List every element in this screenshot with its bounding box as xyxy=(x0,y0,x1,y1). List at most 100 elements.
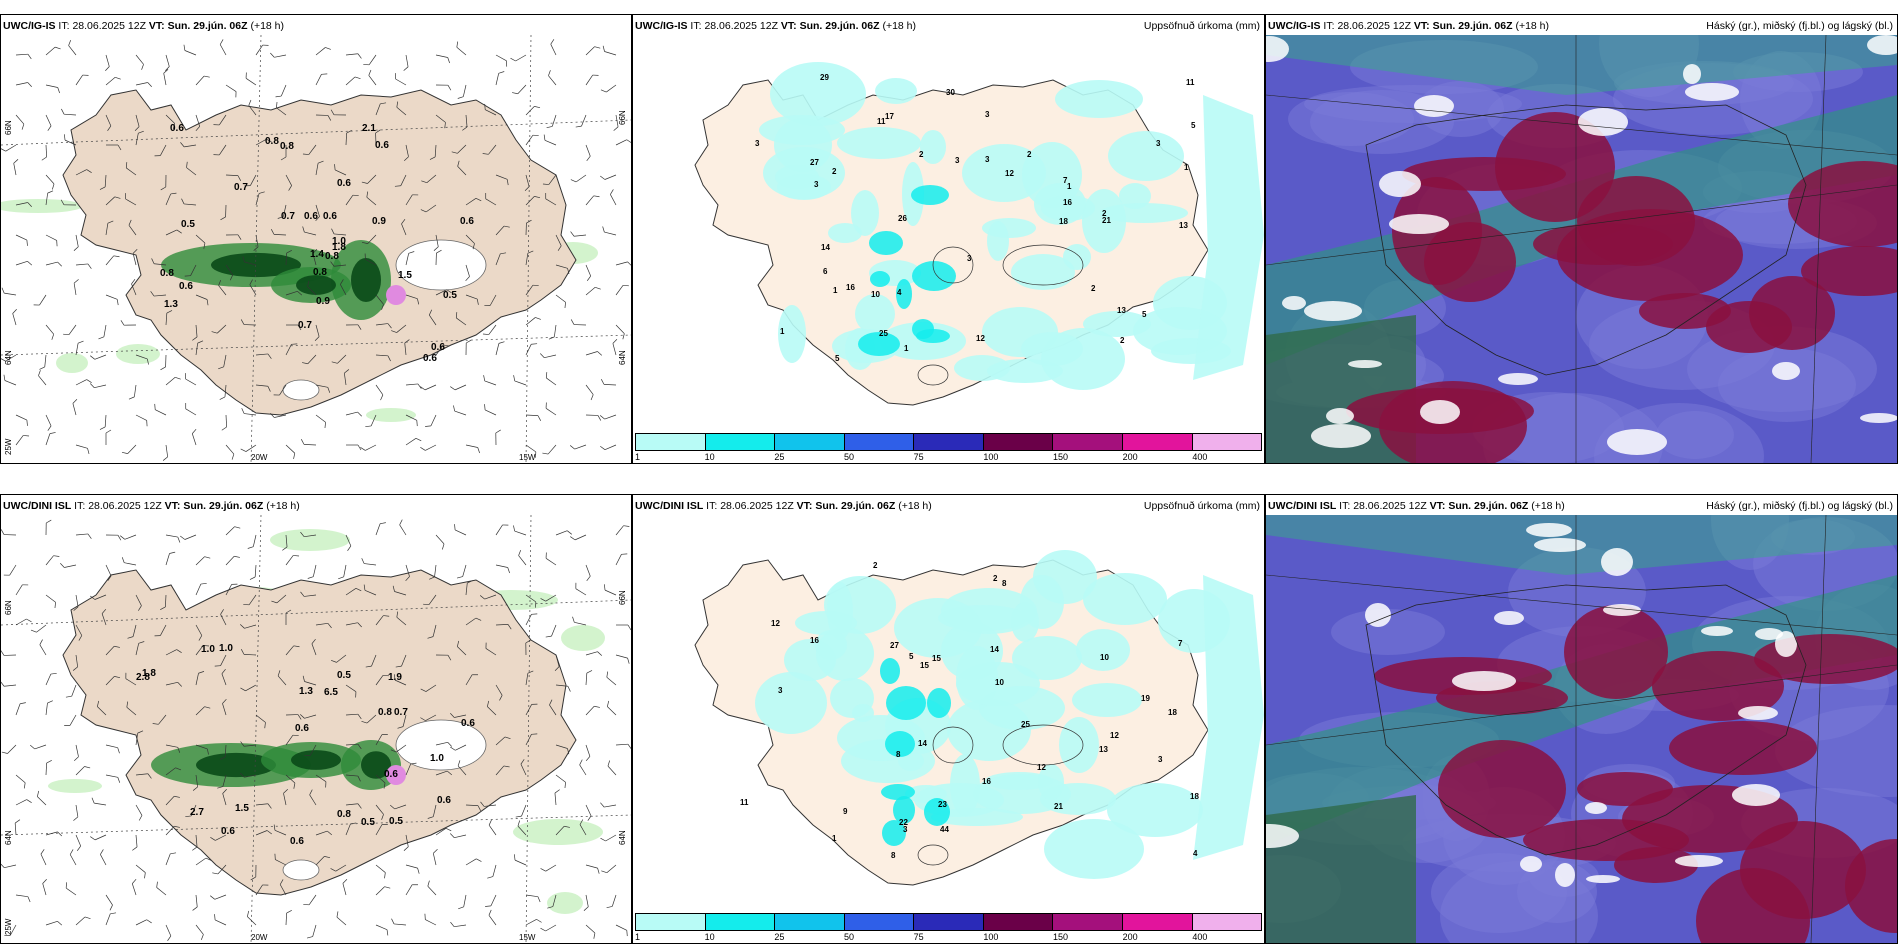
wind-value-label: 1.5 xyxy=(235,803,249,814)
init-time: 28.06.2025 12Z xyxy=(88,500,162,512)
vt-label: VT: xyxy=(780,20,797,32)
coord-label: 66N xyxy=(618,590,627,605)
colorbar-tick: 75 xyxy=(913,452,924,462)
precip-value-label: 2 xyxy=(1102,209,1107,218)
panel-header: UWC/DINI ISL IT: 28.06.2025 12Z VT: Sun.… xyxy=(1268,497,1895,515)
precip-value-label: 2 xyxy=(1091,284,1096,293)
wind-map: 1.0 0.5 0.5 0.6 0.6 0.8 0.6 0.5 0.6 0.6 1.0 1.5 0.7 2… xyxy=(1,515,631,943)
precip-value-label: 2 xyxy=(1120,336,1125,345)
panel-cloud-row2: UWC/DINI ISL IT: 28.06.2025 12Z VT: Sun.… xyxy=(1265,494,1898,944)
model-source: UWC/IG-IS xyxy=(635,20,688,32)
wind-value-label: 0.6 xyxy=(170,123,184,134)
precip-value-label: 3 xyxy=(955,156,960,165)
precip-value-label: 7 xyxy=(1178,639,1183,648)
colorbar-swatch xyxy=(983,434,1054,450)
colorbar-tick: 10 xyxy=(704,932,715,942)
precip-value-label: 12 xyxy=(1005,169,1014,178)
colorbar-tick: 200 xyxy=(1122,932,1138,942)
colorbar-tick: 150 xyxy=(1053,932,1069,942)
it-label: IT: xyxy=(74,500,86,512)
precip-value-label: 11 xyxy=(1186,78,1195,87)
colorbar-swatch xyxy=(1192,914,1262,930)
valid-time: Sun. 29.jún. 06Z xyxy=(1448,500,1529,512)
colorbar-tick: 100 xyxy=(983,932,999,942)
init-time: 28.06.2025 12Z xyxy=(72,20,146,32)
init-time: 28.06.2025 12Z xyxy=(704,20,778,32)
precip-value-label: 3 xyxy=(814,180,819,189)
colorbar-tick: 400 xyxy=(1192,452,1208,462)
colorbar-swatches xyxy=(635,913,1262,931)
it-label: IT: xyxy=(706,500,718,512)
precip-value-label: 2 xyxy=(1027,150,1032,159)
precip-title: Uppsöfnuð úrkoma (mm) xyxy=(1143,20,1260,32)
cloud-map xyxy=(1266,515,1897,943)
wind-value-label: 1.3 xyxy=(164,299,178,310)
precip-value-label: 5 xyxy=(1142,310,1147,319)
precip-value-label: 1 xyxy=(832,834,837,843)
precip-value-label: 13 xyxy=(1099,745,1108,754)
coord-label: 20W xyxy=(251,453,268,462)
precip-value-label: 26 xyxy=(898,214,907,223)
coord-label: 64N xyxy=(4,830,13,845)
precip-value-label: 25 xyxy=(879,329,888,338)
wind-value-label: 0.8 xyxy=(313,267,327,278)
precip-value-label: 21 xyxy=(1054,802,1063,811)
precip-value-label: 2 xyxy=(993,574,998,583)
wind-value-label: 1.4 xyxy=(310,249,324,260)
panel-wind-row1: UWC/IG-IS IT: 28.06.2025 12Z VT: Sun. 29… xyxy=(0,14,632,464)
precip-map: 2 5 3 8 9 25 16 18 4 12 18 27 23 15 11 10 12 22 10 14 21 44 16… xyxy=(633,515,1264,913)
coord-label: 64N xyxy=(4,350,13,365)
coord-label: 66N xyxy=(618,110,627,125)
colorbar-tick: 50 xyxy=(844,932,855,942)
precip-value-label: 25 xyxy=(1021,720,1030,729)
colorbar-tick: 50 xyxy=(844,452,855,462)
precip-value-label: 44 xyxy=(940,825,949,834)
precip-value-label: 2 xyxy=(873,561,878,570)
wind-value-label: 1.0 xyxy=(332,236,346,247)
wind-value-label: 0.8 xyxy=(378,707,392,718)
model-source: UWC/IG-IS xyxy=(3,20,56,32)
precip-value-label: 2 xyxy=(832,167,837,176)
colorbar-tick: 25 xyxy=(774,932,785,942)
colorbar-swatch xyxy=(914,914,984,930)
wind-value-label: 0.6 xyxy=(179,281,193,292)
precip-value-label: 6 xyxy=(823,267,828,276)
valid-time: Sun. 29.jún. 06Z xyxy=(799,20,880,32)
precip-value-label: 15 xyxy=(932,654,941,663)
model-source: UWC/DINI ISL xyxy=(1268,500,1337,512)
colorbar-swatch xyxy=(775,434,845,450)
precip-value-label: 1 xyxy=(780,327,785,336)
wind-value-label: 1.0 xyxy=(201,644,215,655)
wind-value-label: 1.8 xyxy=(142,668,156,679)
panel-wind-row2: UWC/DINI ISL IT: 28.06.2025 12Z VT: Sun.… xyxy=(0,494,632,944)
precip-value-label: 3 xyxy=(985,110,990,119)
wind-value-label: 0.8 xyxy=(160,268,174,279)
lead-time: (+18 h) xyxy=(898,500,932,512)
colorbar-swatch xyxy=(1053,914,1123,930)
precip-value-label: 3 xyxy=(755,139,760,148)
lead-time: (+18 h) xyxy=(250,20,285,32)
coord-label: 25W xyxy=(4,438,13,455)
panel-header: UWC/IG-IS IT: 28.06.2025 12Z VT: Sun. 29… xyxy=(635,17,1262,35)
wind-value-label: 0.8 xyxy=(325,251,339,262)
precip-value-label: 14 xyxy=(918,739,927,748)
lead-time: (+18 h) xyxy=(266,500,300,512)
it-label: IT: xyxy=(58,20,70,32)
wind-value-label: 0.5 xyxy=(443,290,457,301)
colorbar-ticks: 1 10 25 50 75 100 150 200 400 xyxy=(635,451,1262,463)
colorbar-swatches xyxy=(635,433,1262,451)
wind-value-label: 1.5 xyxy=(398,270,412,281)
precip-value-label: 3 xyxy=(778,686,783,695)
precip-value-label: 10 xyxy=(1100,653,1109,662)
precip-value-label: 5 xyxy=(909,652,914,661)
precip-value-label: 3 xyxy=(985,155,990,164)
coord-label: 64N xyxy=(618,350,627,365)
coord-label: 25W xyxy=(4,918,13,935)
colorbar-swatch xyxy=(775,914,845,930)
colorbar-swatch xyxy=(1192,434,1262,450)
colorbar-tick: 1 xyxy=(635,452,641,462)
precip-value-label: 16 xyxy=(846,283,855,292)
wind-value-label: 0.8 xyxy=(337,809,351,820)
precip-value-label: 13 xyxy=(1179,221,1188,230)
precip-value-label: 12 xyxy=(1110,731,1119,740)
